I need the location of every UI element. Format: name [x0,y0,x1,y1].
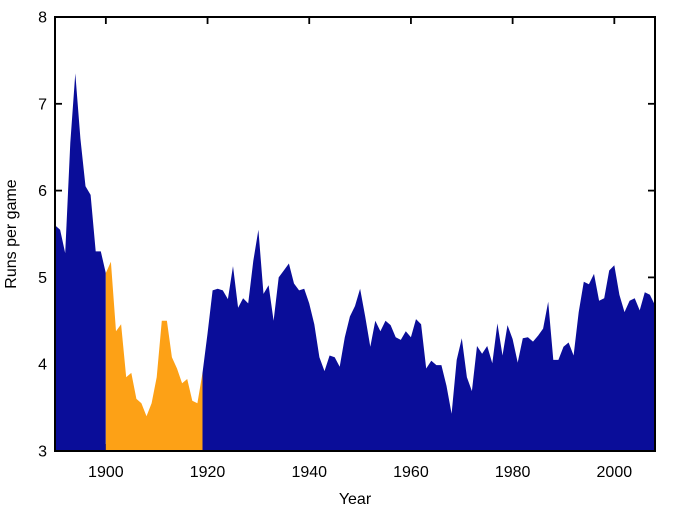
x-axis-label: Year [339,491,372,508]
x-tick-label: 1940 [291,464,327,481]
plot-border [54,16,656,452]
y-axis-label: Runs per game [3,179,20,288]
area-series-late [202,229,655,451]
y-tick-label: 7 [38,96,47,113]
x-tick-label: 1900 [88,464,124,481]
axis-tick-labels: 1900 1920 1940 1960 1980 2000 3 4 5 6 7 8 [38,10,632,482]
area-series-early [55,73,106,452]
x-tick-label: 1980 [495,464,531,481]
y-tick-label: 5 [38,270,47,287]
x-tick-label: 2000 [597,464,633,481]
area-series-highlighted-era [105,261,203,451]
y-tick-label: 6 [38,183,47,200]
y-tick-label: 3 [38,444,47,461]
x-tick-label: 1920 [190,464,226,481]
y-tick-label: 4 [38,357,47,374]
y-tick-label: 8 [38,10,47,27]
x-tick-label: 1960 [393,464,429,481]
